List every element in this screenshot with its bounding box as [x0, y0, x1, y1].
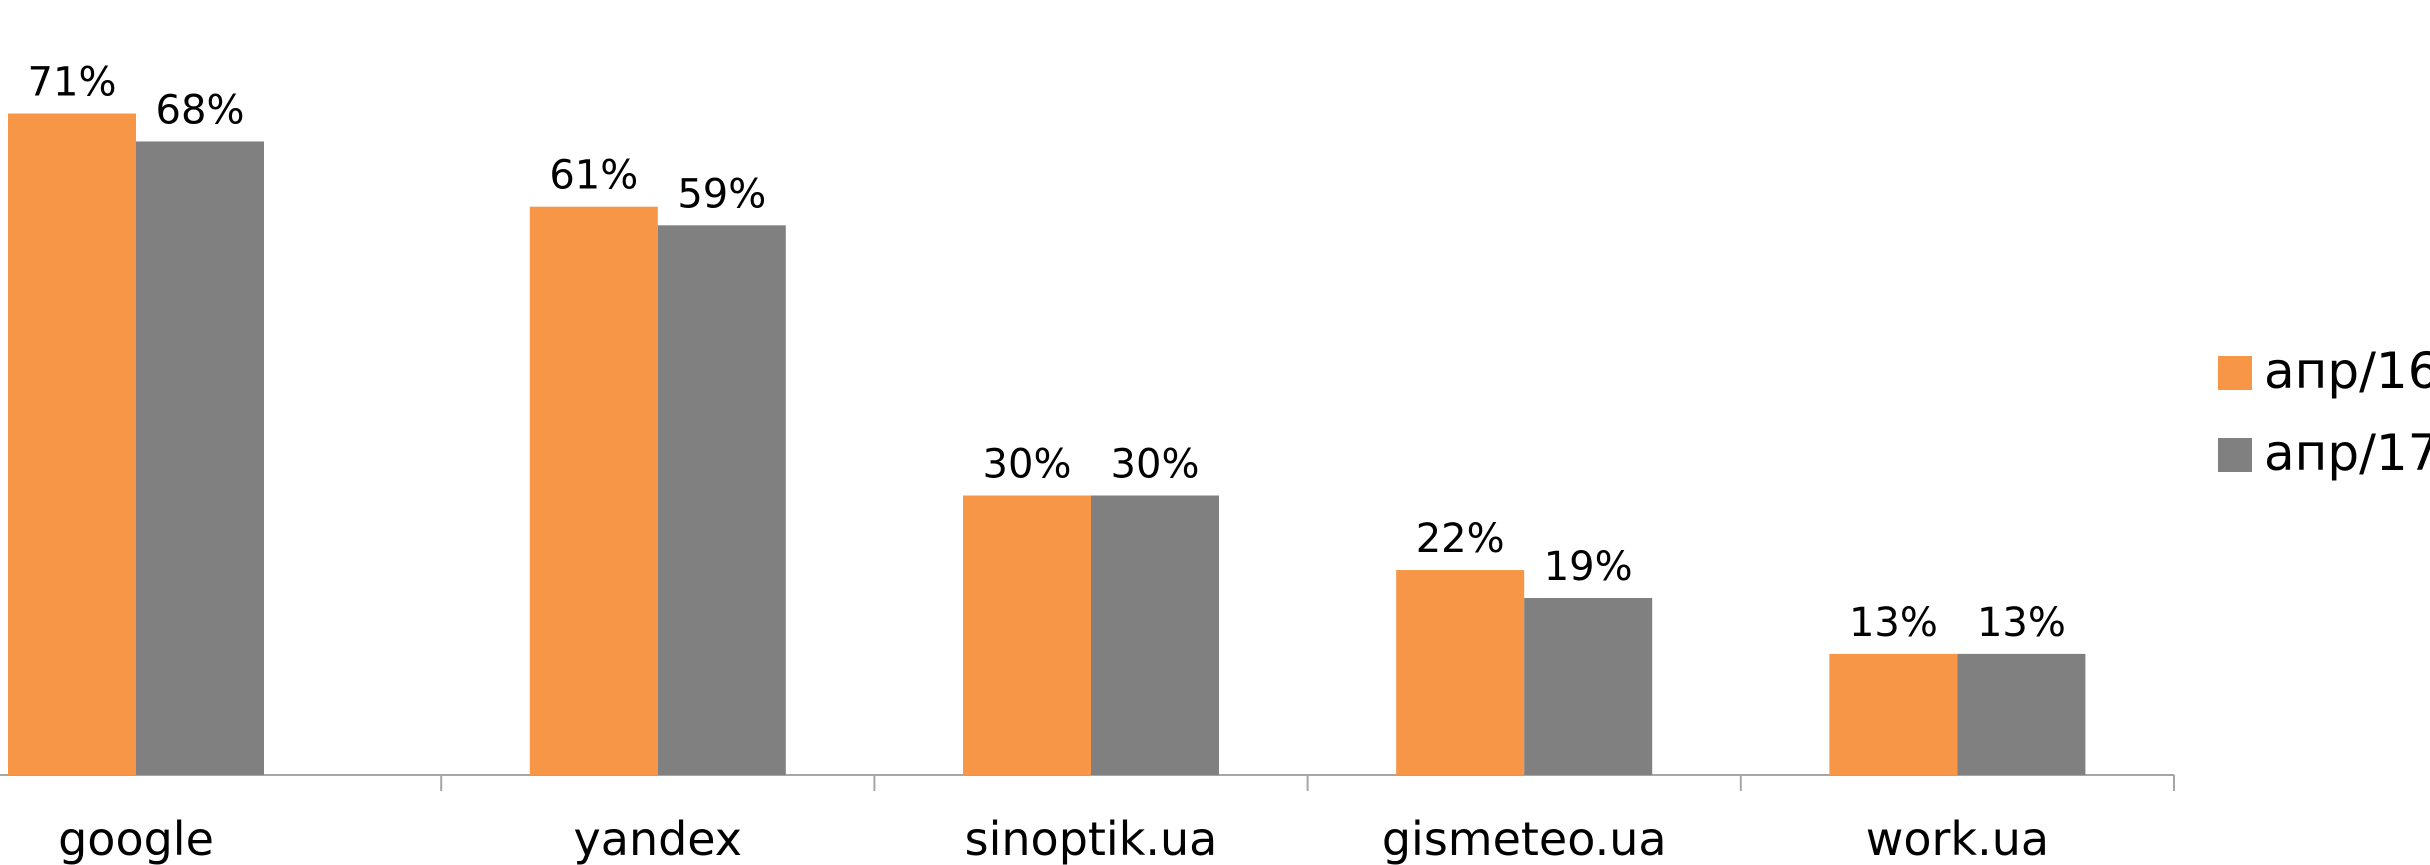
data-label: 19% — [1544, 544, 1633, 590]
bar-google-series-1 — [8, 113, 136, 776]
category-labels: google yandex sinoptik.ua gismeteo.ua work.u… — [58, 812, 2049, 865]
data-label: 13% — [1977, 600, 2066, 646]
data-label: 59% — [677, 171, 766, 217]
bar-gismeteo-ua-series-2 — [1524, 597, 1653, 775]
data-label: 22% — [1416, 516, 1505, 562]
data-label: 13% — [1849, 600, 1938, 646]
category-label: yandex — [574, 812, 742, 865]
data-labels: 71% 68% 61% 59% 30% 30% 22% 19% 13% 13% — [28, 60, 2066, 646]
bar-sinoptik-ua-series-1 — [963, 495, 1091, 775]
bar-work-ua-series-2 — [1957, 653, 2086, 775]
legend-swatch — [2218, 438, 2252, 472]
category-label: work.ua — [1866, 812, 2049, 865]
legend: апр/16 апр/17 — [2218, 342, 2430, 482]
legend-label: апр/17 — [2264, 424, 2430, 482]
bars — [8, 113, 2086, 776]
bar-yandex-series-2 — [657, 225, 786, 776]
category-label: sinoptik.ua — [965, 812, 1218, 865]
bar-sinoptik-ua-series-2 — [1091, 495, 1219, 775]
x-axis — [0, 774, 2175, 791]
data-label: 30% — [983, 442, 1072, 488]
legend-label: апр/16 — [2264, 342, 2430, 400]
bar-gismeteo-ua-series-1 — [1396, 570, 1525, 775]
data-label: 68% — [156, 87, 245, 133]
bar-google-series-2 — [136, 141, 264, 776]
data-label: 61% — [549, 153, 638, 199]
legend-swatch — [2218, 356, 2252, 390]
data-label: 30% — [1111, 442, 1200, 488]
data-label: 71% — [28, 60, 117, 106]
bar-work-ua-series-1 — [1829, 653, 1958, 775]
bar-yandex-series-1 — [529, 206, 658, 775]
category-label: google — [58, 812, 214, 865]
category-label: gismeteo.ua — [1382, 812, 1667, 865]
